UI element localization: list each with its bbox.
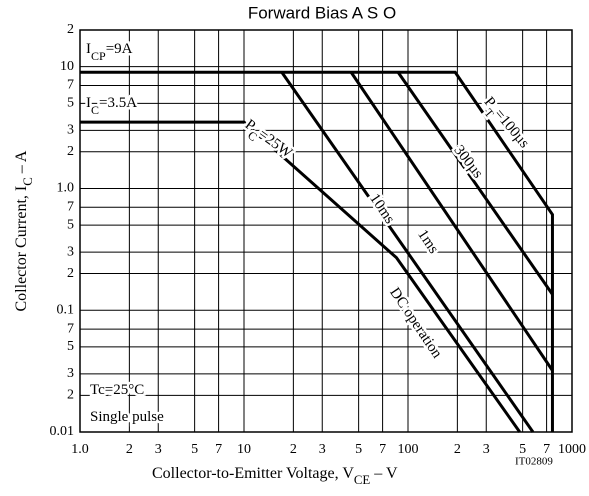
annotation: DC operation [386, 285, 445, 362]
chart-title: Forward Bias A S O [248, 3, 396, 22]
y-axis-label-sub: C [21, 177, 35, 186]
x-tick-label: 1.0 [71, 442, 89, 457]
curve [349, 71, 554, 372]
figure-code: IT02809 [515, 456, 553, 468]
x-tick-label: 7 [543, 442, 550, 457]
plot-frame [79, 29, 573, 433]
annotation-text: Tc=25°C [90, 382, 144, 398]
curve [80, 70, 554, 432]
x-tick-label: 7 [215, 442, 222, 457]
annotation-text: 300µs [450, 143, 485, 182]
annotation-text: Single pulse [90, 409, 164, 425]
annotation-tail: =25W [255, 127, 296, 163]
y-axis-label: Collector Current, IC – A [13, 150, 35, 311]
y-tick-label: 7 [67, 78, 74, 93]
annotation: PC=25W [239, 117, 296, 166]
y-tick-label: 0.01 [50, 424, 75, 439]
annotation: 10ms [366, 191, 398, 227]
x-tick-label: 3 [155, 442, 162, 457]
x-tick-label: 2 [126, 442, 133, 457]
y-tick-label: 3 [67, 366, 74, 381]
y-tick-label: 5 [67, 339, 74, 354]
x-axis-label: Collector-to-Emitter Voltage, VCE – V [152, 465, 398, 487]
y-tick-label: 3 [67, 123, 74, 138]
x-axis-label-sub: CE [354, 473, 371, 487]
annotation: IC=3.5A [86, 95, 137, 116]
x-tick-label: 2 [454, 442, 461, 457]
annotation-text: 10ms [366, 191, 398, 227]
x-tick-label: 3 [319, 442, 326, 457]
y-tick-label: 7 [67, 200, 74, 215]
y-tick-label: 0.1 [57, 302, 75, 317]
annotation: ICP=9A [86, 41, 133, 62]
annotation-sub: C [91, 103, 99, 117]
y-tick-label: 5 [67, 217, 74, 232]
x-tick-label: 3 [483, 442, 490, 457]
annotation-text: DC operation [386, 285, 445, 362]
y-tick-label: 3 [67, 244, 74, 259]
curve [80, 120, 521, 433]
x-tick-label: 100 [398, 442, 419, 457]
x-tick-label: 1000 [558, 442, 586, 457]
annotation-text: I [86, 41, 91, 57]
y-tick-label: 2 [67, 22, 74, 37]
y-axis-label-text: Collector Current, I [13, 186, 30, 312]
annotation-text: I [86, 95, 91, 111]
x-tick-label: 2 [290, 442, 297, 457]
curve [396, 71, 554, 296]
y-tick-label: 1.0 [57, 181, 75, 196]
y-axis-label-tail: – A [13, 150, 30, 177]
y-tick-label: 2 [67, 266, 74, 281]
y-tick-label: 2 [67, 388, 74, 403]
annotation: Tc=25°C [90, 382, 144, 398]
curve [280, 71, 535, 433]
annotation-tail: =9A [106, 41, 133, 57]
y-tick-label: 5 [67, 96, 74, 111]
x-axis-label-tail: – V [370, 465, 398, 482]
annotation-tail: =100µs [490, 107, 532, 152]
x-tick-label: 7 [379, 442, 386, 457]
x-axis-label-text: Collector-to-Emitter Voltage, V [152, 465, 354, 482]
y-tick-label: 2 [67, 144, 74, 159]
y-tick-label: 7 [67, 321, 74, 336]
x-tick-label: 5 [519, 442, 526, 457]
x-tick-label: 10 [237, 442, 251, 457]
x-tick-label: 5 [191, 442, 198, 457]
annotation-sub: CP [91, 49, 106, 63]
annotation: Single pulse [90, 409, 164, 425]
x-tick-label: 5 [355, 442, 362, 457]
y-tick-label: 10 [60, 59, 74, 74]
annotation: 300µs [450, 143, 485, 182]
annotation-tail: =3.5A [99, 95, 137, 111]
